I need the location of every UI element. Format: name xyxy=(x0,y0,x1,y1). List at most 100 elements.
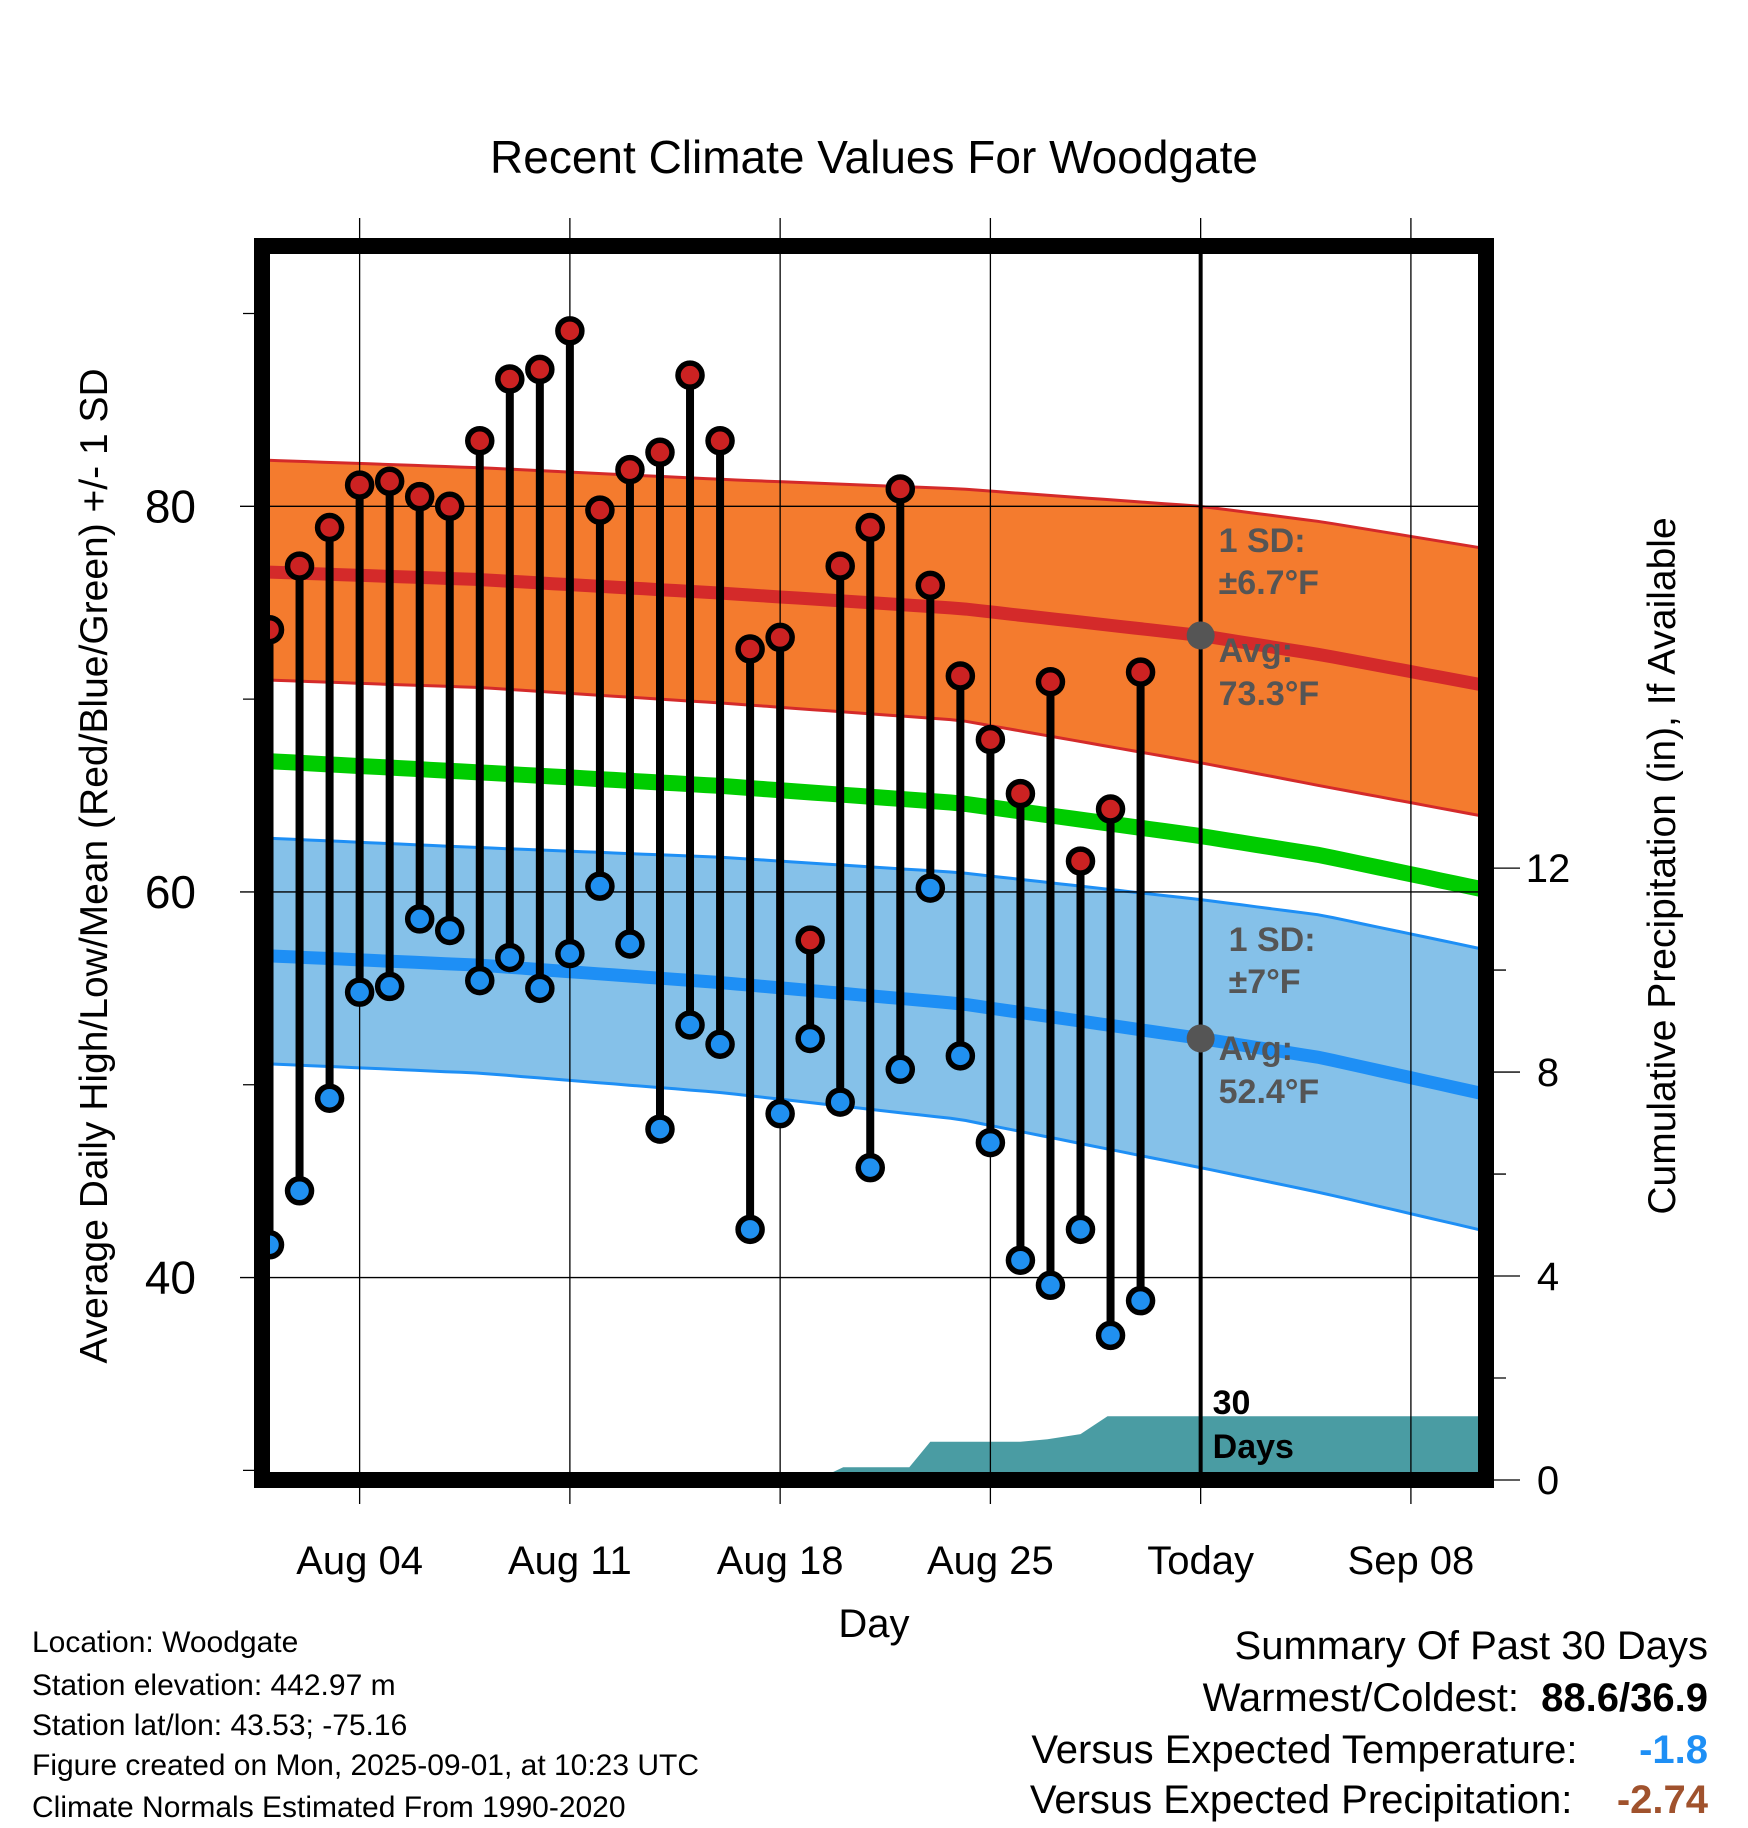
daily-high-marker xyxy=(404,481,435,512)
daily-low-marker xyxy=(855,1152,885,1183)
low-sd-label: 1 SD: xyxy=(1229,921,1316,959)
daily-high-marker xyxy=(825,551,855,581)
period-number-label: 30 xyxy=(1213,1384,1251,1422)
y-right-tick-label: 4 xyxy=(1537,1255,1559,1299)
low-avg-value: 52.4°F xyxy=(1219,1073,1320,1111)
x-tick-label: Aug 11 xyxy=(508,1539,632,1583)
summary-precipitation: Versus Expected Precipitation: -2.74 xyxy=(1030,1776,1708,1824)
info-location: Location: Woodgate xyxy=(32,1626,299,1659)
daily-high-marker xyxy=(284,551,315,581)
summary-warm-cold-value: 88.6/36.9 xyxy=(1541,1676,1708,1720)
daily-low-marker xyxy=(374,971,405,1002)
chart-title: Recent Climate Values For Woodgate xyxy=(490,131,1258,183)
info-elevation: Station elevation: 442.97 m xyxy=(32,1669,396,1702)
daily-low-marker xyxy=(1035,1270,1066,1301)
daily-high-marker xyxy=(585,495,615,525)
high-avg-value: 73.3°F xyxy=(1219,675,1320,713)
daily-high-marker xyxy=(735,634,765,664)
info-created: Figure created on Mon, 2025-09-01, at 10… xyxy=(32,1749,700,1782)
daily-low-marker xyxy=(344,977,375,1007)
period-unit-label: Days xyxy=(1213,1428,1294,1466)
high-sd-label: 1 SD: xyxy=(1219,522,1306,560)
daily-low-marker xyxy=(615,929,645,959)
y-right-tick-label: 8 xyxy=(1537,1051,1559,1095)
daily-high-marker xyxy=(645,437,675,468)
daily-low-marker xyxy=(765,1098,795,1129)
daily-low-marker xyxy=(945,1041,976,1071)
daily-low-marker xyxy=(465,965,495,996)
daily-high-marker xyxy=(795,925,825,955)
y-left-tick-label: 40 xyxy=(145,1252,196,1304)
daily-low-marker xyxy=(434,915,465,946)
low-sd-value: ±7°F xyxy=(1229,963,1301,1001)
y-right-tick-label: 0 xyxy=(1537,1459,1559,1503)
x-tick-label: Today xyxy=(1147,1539,1254,1583)
summary-title: Summary Of Past 30 Days xyxy=(1234,1624,1708,1668)
daily-low-marker xyxy=(555,938,585,969)
daily-high-marker xyxy=(1065,846,1096,876)
daily-high-marker xyxy=(615,454,645,485)
high-sd-value: ±6.7°F xyxy=(1219,564,1319,602)
daily-high-marker xyxy=(344,470,375,500)
summary-precip-value: -2.74 xyxy=(1616,1778,1708,1822)
x-axis-label: Day xyxy=(838,1602,909,1646)
daily-high-marker xyxy=(915,570,946,601)
info-normals: Climate Normals Estimated From 1990-2020 xyxy=(32,1791,626,1824)
daily-low-marker xyxy=(314,1083,345,1113)
daily-high-marker xyxy=(525,354,555,385)
daily-low-marker xyxy=(1095,1320,1126,1351)
summary-temperature: Versus Expected Temperature: -1.8 xyxy=(1031,1726,1708,1774)
daily-low-marker xyxy=(1065,1214,1096,1245)
y-right-tick-label: 12 xyxy=(1526,847,1571,891)
daily-low-marker xyxy=(885,1054,916,1085)
daily-high-marker xyxy=(855,512,885,543)
daily-low-marker xyxy=(284,1176,315,1206)
daily-low-marker xyxy=(1005,1245,1036,1275)
daily-high-marker xyxy=(555,316,585,346)
daily-high-marker xyxy=(1125,657,1156,687)
today-normal-high-marker xyxy=(1186,621,1215,650)
plot-frame xyxy=(254,238,1494,1488)
daily-low-marker xyxy=(585,871,615,901)
daily-low-marker xyxy=(975,1127,1006,1158)
daily-high-marker xyxy=(765,622,795,653)
daily-high-marker xyxy=(1095,794,1126,824)
daily-low-marker xyxy=(645,1114,675,1144)
daily-high-marker xyxy=(885,474,916,504)
daily-high-marker xyxy=(465,425,495,456)
x-tick-label: Aug 18 xyxy=(717,1539,844,1583)
daily-high-marker xyxy=(1005,778,1036,809)
high-sd-upper-edge xyxy=(261,458,1487,551)
daily-low-marker xyxy=(915,873,946,903)
daily-low-marker xyxy=(735,1214,765,1245)
daily-high-marker xyxy=(434,491,465,522)
daily-high-marker xyxy=(945,661,976,691)
y-left-tick-label: 60 xyxy=(145,866,196,918)
x-tick-label: Aug 04 xyxy=(296,1539,423,1583)
daily-high-marker xyxy=(675,360,705,390)
daily-high-marker xyxy=(374,466,405,496)
x-tick-label: Aug 25 xyxy=(927,1539,1054,1583)
daily-low-marker xyxy=(795,1023,825,1054)
today-normal-low-marker xyxy=(1186,1024,1215,1053)
daily-low-marker xyxy=(495,942,525,973)
daily-low-marker xyxy=(525,973,555,1004)
high-avg-label: Avg: xyxy=(1219,632,1293,670)
daily-low-marker xyxy=(675,1010,705,1040)
summary-temp-value: -1.8 xyxy=(1639,1728,1708,1772)
daily-high-marker xyxy=(705,425,735,456)
y-axis-right-label: Cumulative Precipitation (in), If Availa… xyxy=(1641,517,1684,1214)
y-left-tick-label: 80 xyxy=(145,480,196,532)
x-tick-label: Sep 08 xyxy=(1348,1539,1475,1583)
summary-warm-cold: Warmest/Coldest: 88.6/36.9 xyxy=(1203,1674,1708,1722)
summary-warm-cold-label: Warmest/Coldest: xyxy=(1202,1676,1519,1720)
summary-precip-label: Versus Expected Precipitation: xyxy=(1029,1778,1573,1822)
cumulative-precip-area xyxy=(262,1416,1486,1480)
info-latlon: Station lat/lon: 43.53; -75.16 xyxy=(32,1709,408,1742)
daily-high-marker xyxy=(975,724,1006,755)
low-avg-label: Avg: xyxy=(1219,1030,1293,1068)
daily-high-marker xyxy=(495,364,525,394)
daily-low-marker xyxy=(705,1029,735,1059)
daily-high-marker xyxy=(314,512,345,543)
